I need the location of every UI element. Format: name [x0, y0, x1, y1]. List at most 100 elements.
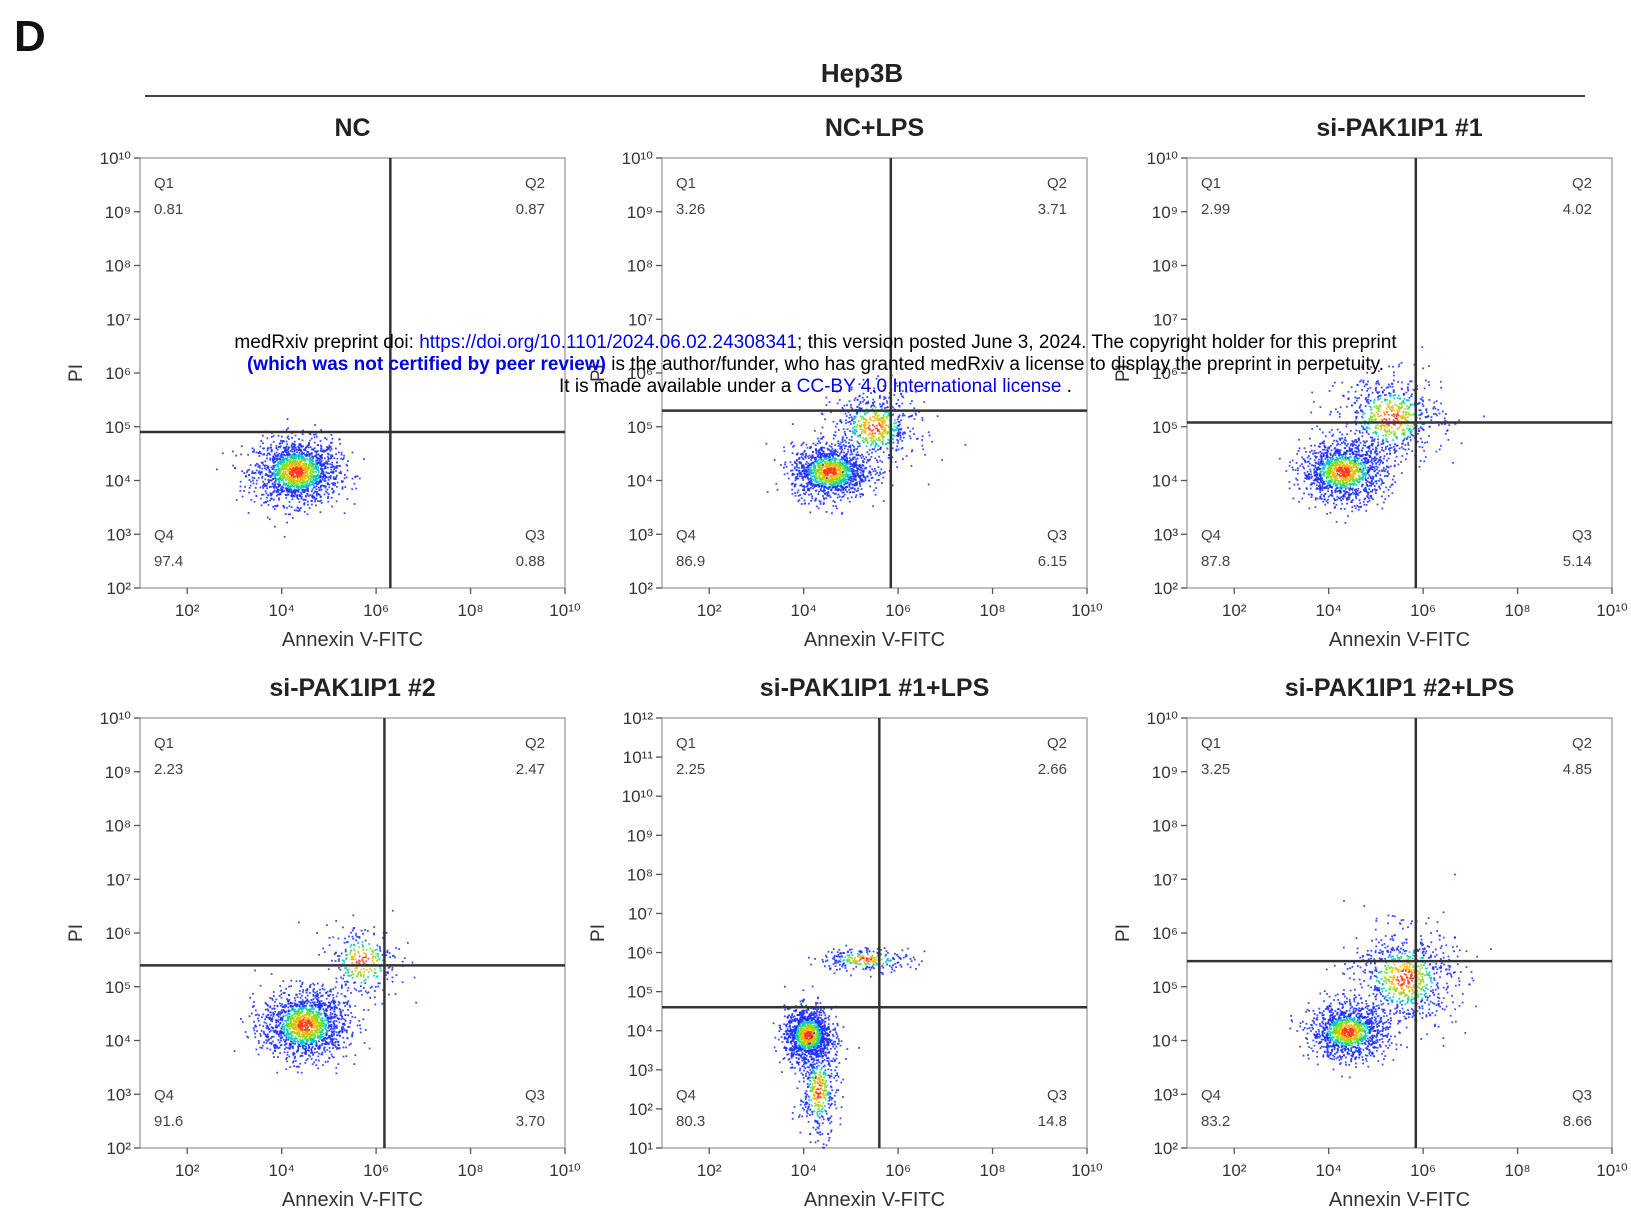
event-dot — [888, 419, 891, 422]
event-dot — [825, 460, 828, 463]
event-dot — [281, 490, 284, 493]
event-dot — [830, 411, 832, 414]
event-dot — [865, 456, 868, 459]
event-dot — [1361, 478, 1364, 481]
event-dot — [275, 491, 278, 493]
event-dot — [313, 436, 316, 439]
event-dot — [861, 396, 864, 399]
event-dot — [262, 480, 264, 483]
event-dot — [833, 463, 835, 466]
event-dot — [843, 480, 846, 482]
event-dot — [302, 475, 304, 478]
event-dot — [1370, 468, 1372, 470]
event-dot — [1331, 469, 1334, 472]
event-dot — [853, 421, 855, 424]
event-dot — [292, 489, 295, 492]
event-dot — [848, 416, 851, 419]
event-dot — [904, 432, 906, 435]
event-dot — [1373, 451, 1376, 454]
event-dot — [862, 469, 865, 472]
event-dot — [298, 488, 301, 491]
event-dot — [843, 487, 846, 490]
event-dot — [872, 420, 875, 422]
panel-letter: D — [14, 12, 46, 61]
event-dot — [289, 450, 292, 452]
event-dot — [283, 457, 285, 460]
event-dot — [277, 461, 280, 463]
event-dot — [831, 451, 833, 454]
event-dot — [331, 505, 334, 508]
event-dot — [837, 455, 839, 457]
event-dot — [311, 494, 314, 496]
event-dot — [291, 490, 293, 493]
event-dot — [248, 487, 251, 489]
event-dot — [881, 433, 883, 436]
event-dot — [855, 490, 858, 492]
event-dot — [1310, 493, 1313, 496]
event-dot — [821, 453, 824, 456]
event-dot — [1327, 463, 1330, 465]
event-dot — [839, 446, 842, 448]
event-dot — [837, 429, 840, 431]
event-dot — [268, 468, 271, 471]
event-dot — [301, 467, 304, 469]
event-dot — [899, 434, 902, 437]
event-dot — [291, 446, 294, 449]
event-dot — [815, 476, 818, 479]
event-dot — [797, 477, 800, 480]
event-dot — [298, 509, 301, 512]
event-dot — [1367, 493, 1369, 496]
event-dot — [299, 453, 302, 456]
event-dot — [806, 484, 809, 486]
event-dot — [261, 493, 263, 496]
event-dot — [897, 425, 900, 427]
y-tick-label: 10³ — [106, 525, 131, 544]
event-dot — [306, 444, 309, 447]
event-dot — [305, 495, 307, 498]
event-dot — [836, 451, 839, 453]
event-dot — [262, 493, 265, 496]
event-dot — [243, 472, 246, 474]
event-dot — [845, 422, 847, 425]
event-dot — [791, 469, 794, 472]
event-dot — [1321, 489, 1324, 491]
event-dot — [895, 427, 898, 430]
event-dot — [850, 388, 853, 391]
event-dot — [1313, 474, 1316, 477]
event-dot — [314, 460, 317, 463]
event-dot — [832, 450, 835, 452]
event-dot — [1334, 461, 1337, 463]
event-dot — [1314, 497, 1317, 499]
event-dot — [854, 465, 857, 468]
event-dot — [805, 471, 808, 474]
event-dot — [1316, 472, 1318, 475]
event-dot — [842, 428, 845, 431]
event-dot — [1321, 479, 1324, 482]
event-dot — [1367, 380, 1369, 383]
event-dot — [1393, 374, 1395, 377]
event-dot — [301, 456, 304, 458]
event-dot — [297, 446, 300, 448]
event-dot — [1338, 474, 1341, 477]
event-dot — [817, 466, 820, 469]
event-dot — [819, 483, 822, 486]
event-dot — [315, 455, 318, 457]
event-dot — [1329, 468, 1332, 471]
event-dot — [856, 457, 859, 460]
event-dot — [264, 467, 266, 469]
event-dot — [791, 452, 794, 455]
event-dot — [818, 477, 821, 480]
event-dot — [1356, 492, 1359, 495]
event-dot — [1367, 466, 1369, 469]
event-dot — [840, 464, 842, 467]
event-dot — [1321, 448, 1324, 451]
event-dot — [902, 412, 904, 415]
event-dot — [312, 455, 315, 458]
event-dot — [1288, 481, 1291, 483]
event-dot — [857, 487, 859, 490]
event-dot — [856, 472, 858, 474]
event-dot — [1301, 463, 1303, 465]
event-dot — [1323, 475, 1325, 477]
event-dot — [347, 460, 349, 462]
event-dot — [852, 483, 854, 486]
